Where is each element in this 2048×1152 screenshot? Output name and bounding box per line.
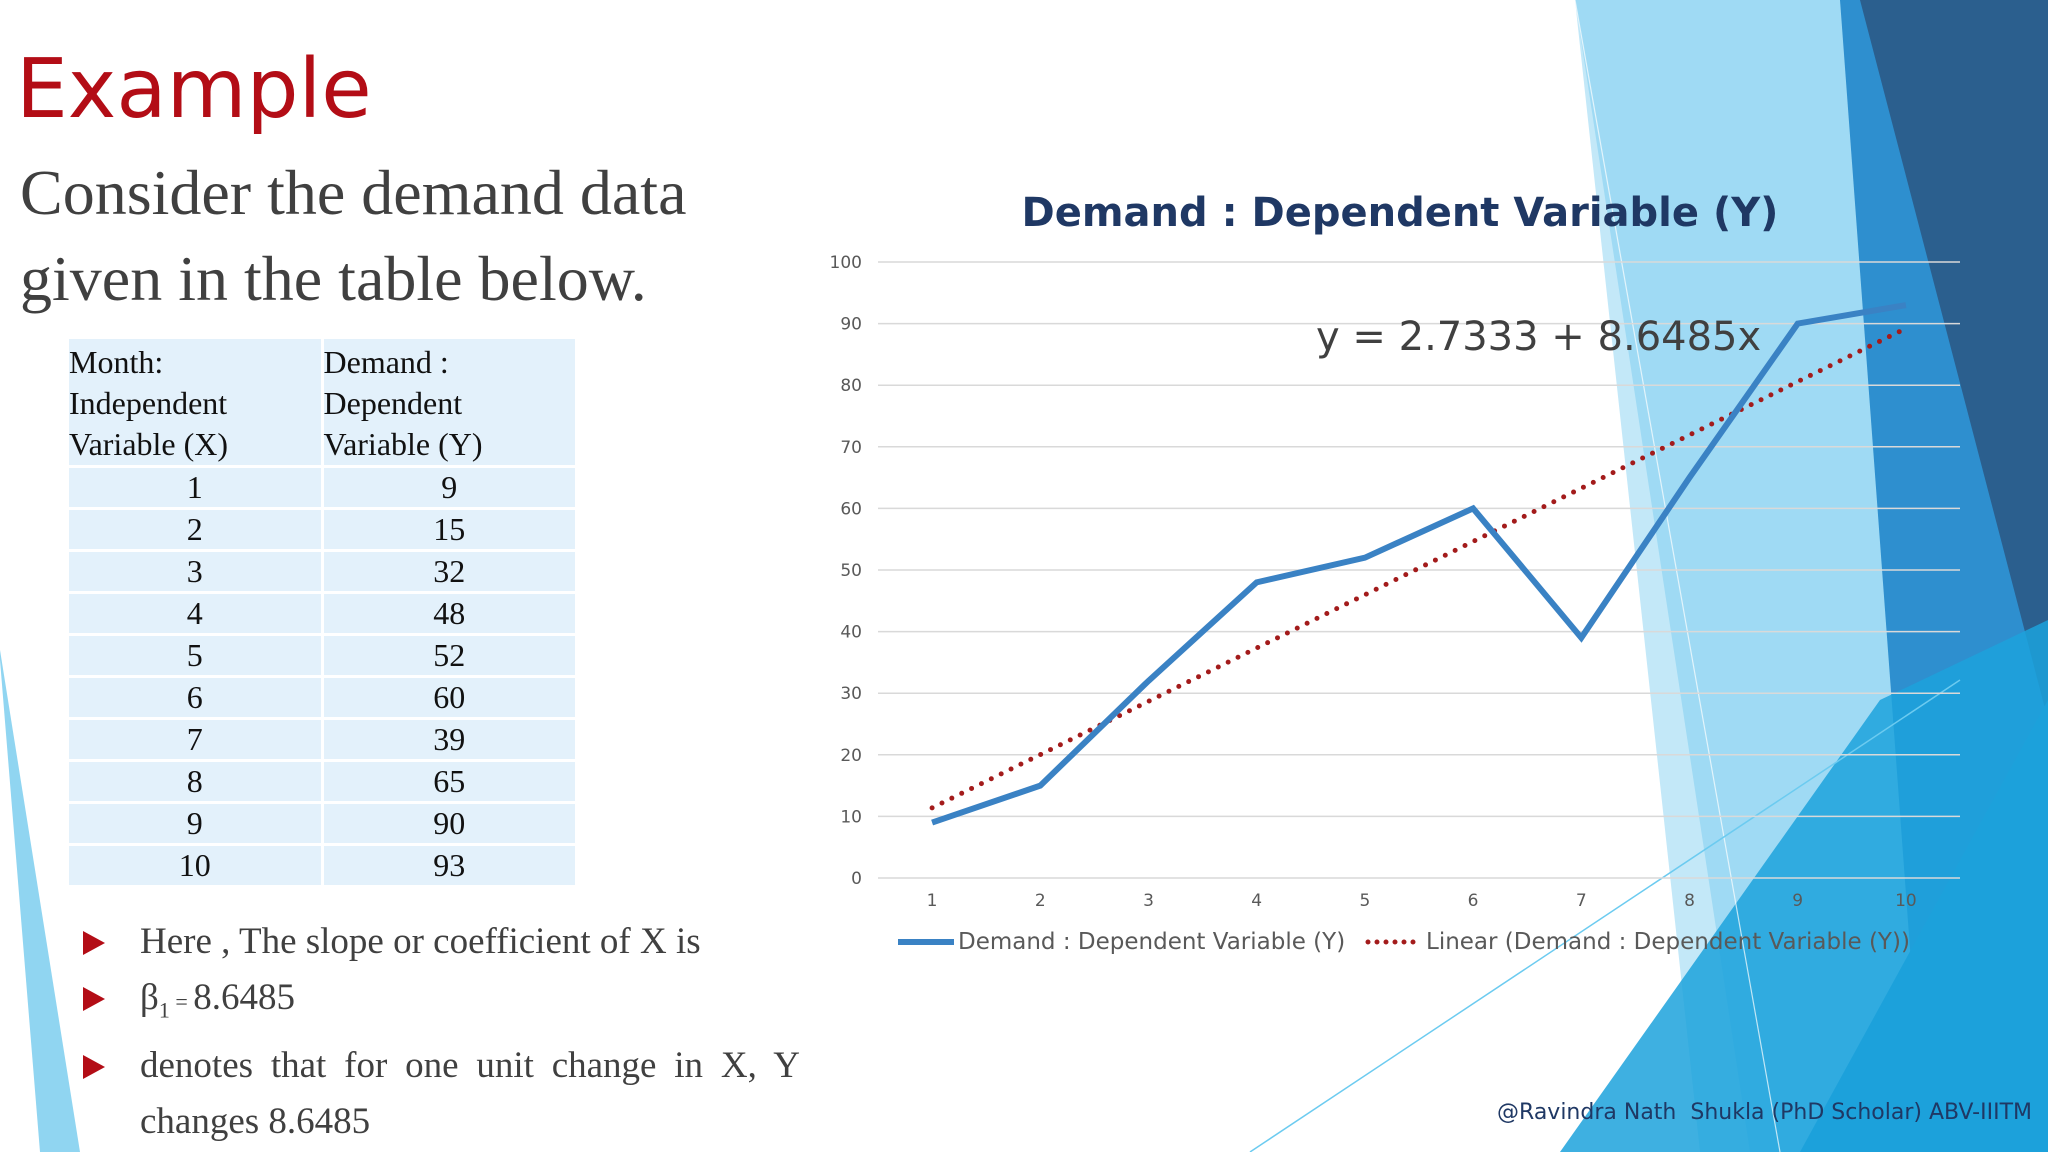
x-tick-label: 10 [1895, 891, 1917, 911]
x-tick-label: 5 [1359, 891, 1370, 911]
equals-sign: = [169, 989, 194, 1014]
x-tick-label: 3 [1143, 891, 1154, 911]
cell-month: 7 [69, 720, 321, 759]
x-tick-label: 7 [1576, 891, 1587, 911]
cell-demand: 48 [323, 594, 575, 633]
y-tick-label: 60 [840, 499, 862, 519]
table-row: 4 48 [69, 594, 575, 633]
x-tick-label: 2 [1035, 891, 1046, 911]
cell-month: 3 [69, 552, 321, 591]
cell-demand: 52 [323, 636, 575, 675]
demand-series-line [931, 302, 1907, 826]
y-tick-label: 70 [840, 438, 862, 458]
table-row: 8 65 [69, 762, 575, 801]
y-tick-label: 80 [840, 376, 862, 396]
legend-series-label: Demand : Dependent Variable (Y) [958, 929, 1345, 955]
x-tick-label: 8 [1684, 891, 1695, 911]
bullet-text: Here , The slope or coefficient of X is [140, 921, 701, 962]
table-row: 10 93 [69, 846, 575, 885]
cell-month: 10 [69, 846, 321, 885]
x-tick-label: 6 [1468, 891, 1479, 911]
beta-subscript: 1 [158, 997, 170, 1023]
header-month: Month: Independent Variable (X) [69, 339, 321, 465]
beta-symbol: β [140, 977, 159, 1018]
trendline-equation: y = 2.7333 + 8.6485x [1316, 314, 1761, 360]
beta-value: 8.6485 [193, 977, 295, 1018]
x-tick-label: 1 [927, 891, 938, 911]
cell-demand: 9 [323, 468, 575, 507]
bullet-item: denotes that for one unit change in X, Y… [80, 1038, 800, 1150]
y-tick-label: 10 [840, 807, 862, 827]
y-tick-label: 50 [840, 561, 862, 581]
cell-month: 5 [69, 636, 321, 675]
cell-demand: 93 [323, 846, 575, 885]
x-tick-label: 4 [1251, 891, 1262, 911]
cell-month: 9 [69, 804, 321, 843]
cell-month: 6 [69, 678, 321, 717]
cell-demand: 15 [323, 510, 575, 549]
table-row: 9 90 [69, 804, 575, 843]
bullet-item: Here , The slope or coefficient of X is [80, 914, 800, 970]
demand-table: Month: Independent Variable (X) Demand :… [66, 336, 578, 888]
y-tick-label: 20 [840, 746, 862, 766]
bullet-text: denotes that for one unit change in X, Y… [140, 1045, 800, 1143]
cell-demand: 32 [323, 552, 575, 591]
y-tick-label: 0 [851, 869, 862, 889]
x-tick-label: 9 [1792, 891, 1803, 911]
cell-demand: 39 [323, 720, 575, 759]
cell-month: 2 [69, 510, 321, 549]
table-row: 5 52 [69, 636, 575, 675]
cell-month: 1 [69, 468, 321, 507]
table-row: 3 32 [69, 552, 575, 591]
red-triangle-bullet-icon [83, 1055, 105, 1080]
intro-text: Consider the demand data given in the ta… [20, 157, 687, 314]
red-triangle-bullet-icon [83, 931, 105, 955]
red-triangle-bullet-icon [83, 987, 105, 1011]
cell-demand: 65 [323, 762, 575, 801]
cell-month: 8 [69, 762, 321, 801]
y-tick-label: 100 [830, 253, 862, 273]
y-tick-label: 40 [840, 623, 862, 643]
demand-line-chart: Demand : Dependent Variable (Y) 0 10 20 30 40… [830, 190, 1960, 955]
y-tick-label: 30 [840, 684, 862, 704]
bullet-list: Here , The slope or coefficient of X is … [80, 914, 800, 1150]
author-footer: @Ravindra Nath Shukla (PhD Scholar) ABV-… [1497, 1100, 2032, 1125]
slide-title: Example [16, 42, 372, 137]
linear-trendline [929, 325, 1909, 811]
legend-trendline-label: Linear (Demand : Dependent Variable (Y)) [1426, 929, 1910, 955]
cell-demand: 60 [323, 678, 575, 717]
table-row: 6 60 [69, 678, 575, 717]
chart-title: Demand : Dependent Variable (Y) [1022, 190, 1779, 236]
table-row: 2 15 [69, 510, 575, 549]
y-tick-label: 90 [840, 315, 862, 335]
bullet-item: β1 = 8.6485 [80, 970, 800, 1038]
header-demand: Demand : Dependent Variable (Y) [323, 339, 575, 465]
cell-month: 4 [69, 594, 321, 633]
table-row: 7 39 [69, 720, 575, 759]
cell-demand: 90 [323, 804, 575, 843]
table-header-row: Month: Independent Variable (X) Demand :… [69, 339, 575, 465]
